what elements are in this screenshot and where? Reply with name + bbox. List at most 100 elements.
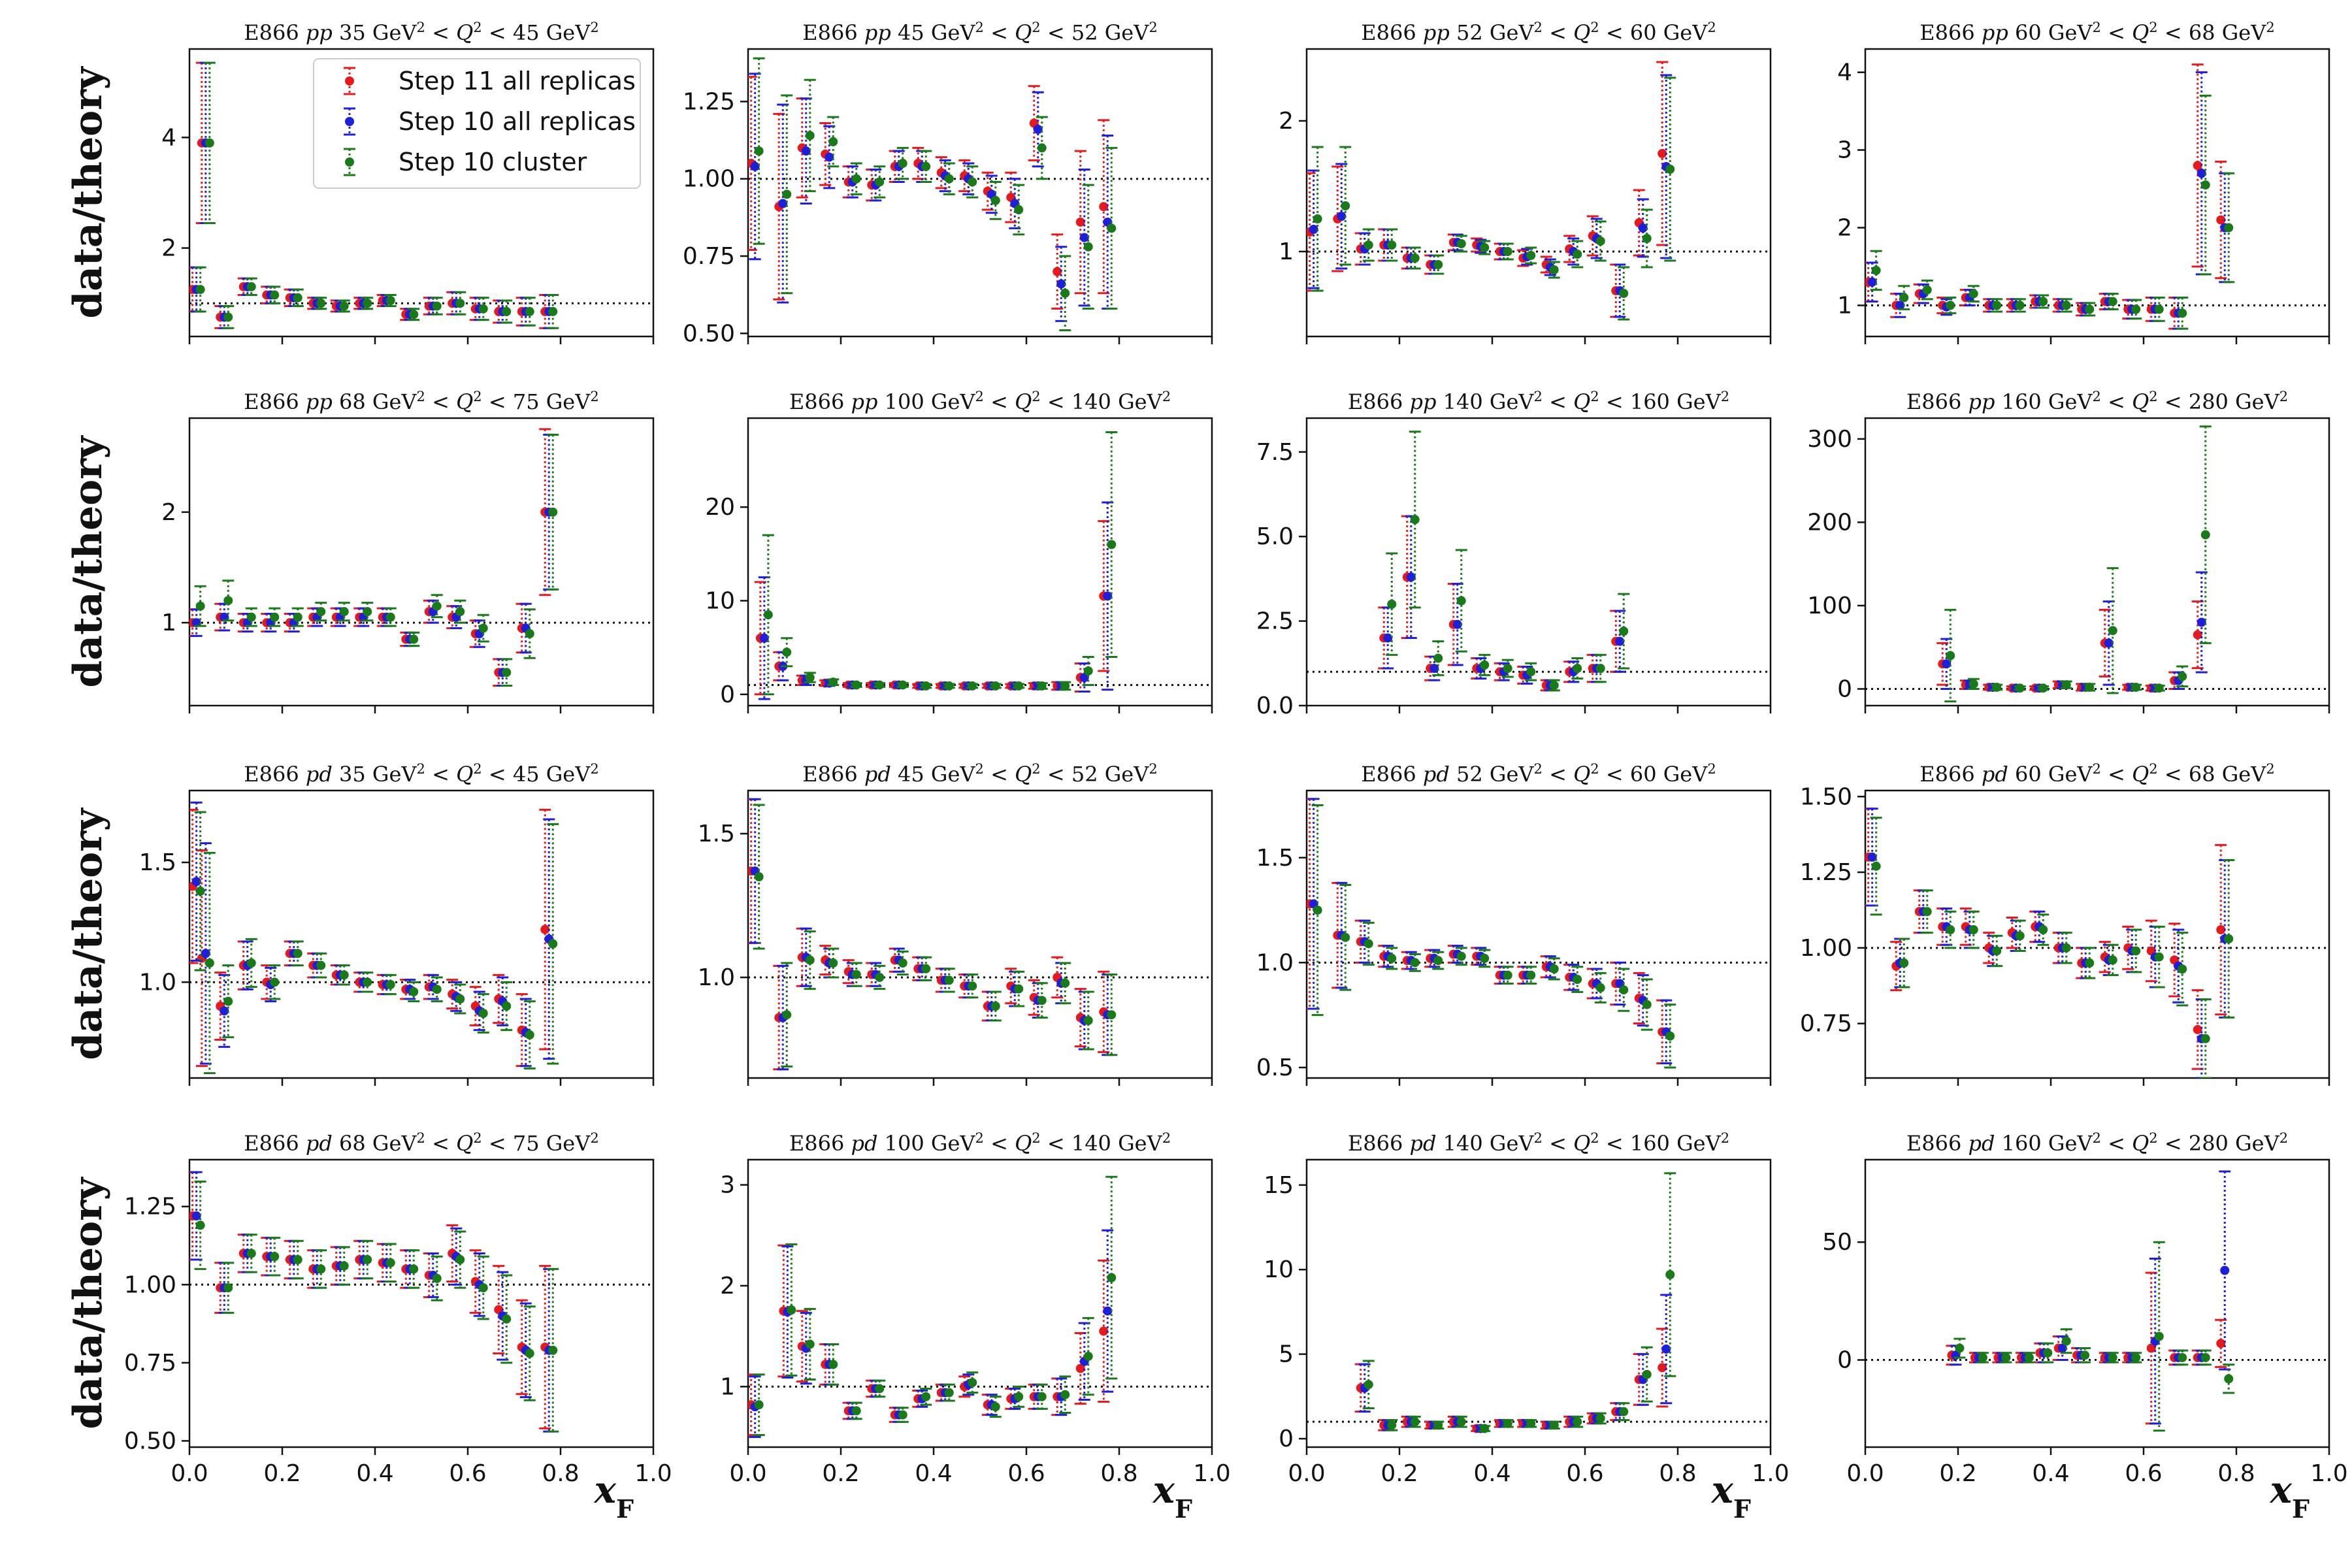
legend-marker-dot [345, 76, 354, 86]
data-point [1503, 1418, 1512, 1428]
y-tick-label: 4 [1837, 59, 1852, 86]
legend: Step 11 all replicas Step 10 all replicas… [313, 58, 641, 189]
data-point [1665, 1270, 1675, 1279]
panel-frame [188, 789, 655, 1079]
data-point [2057, 1343, 2067, 1353]
data-point [2061, 943, 2071, 953]
data-point [1410, 253, 1420, 263]
x-tick-label: 0.0 [1288, 1460, 1325, 1487]
legend-label: Step 10 cluster [399, 148, 587, 176]
series-1 [754, 520, 1110, 696]
data-point [293, 612, 302, 622]
data-point [548, 507, 558, 517]
panel-frame [1305, 1158, 1772, 1448]
data-point [1037, 996, 1047, 1005]
series-2 [1940, 571, 2208, 693]
data-points [1936, 425, 2212, 703]
data-point [2178, 308, 2187, 318]
data-point [1313, 906, 1322, 915]
data-point [1060, 1390, 1070, 1399]
data-point [1083, 1352, 1093, 1362]
data-point [2200, 530, 2210, 540]
data-point [921, 161, 931, 171]
legend-marker-dot [345, 117, 354, 126]
data-points [1307, 798, 1676, 1069]
y-tick-label: 2 [161, 499, 176, 526]
data-point [191, 877, 201, 887]
panel-frame [1305, 417, 1772, 707]
data-point [2178, 672, 2187, 681]
data-point [1060, 978, 1070, 988]
data-point [805, 131, 815, 140]
data-point [2061, 1336, 2071, 1346]
y-tick-label: 100 [1807, 593, 1852, 619]
series-1 [189, 1171, 551, 1429]
x-axis-labels: xF xF xF xF [594, 1469, 2310, 1524]
data-point [990, 1002, 1000, 1011]
legend-label: Step 11 all replicas [399, 67, 636, 95]
panel-title: E866 pp 52 GeV2 < Q2 < 60 GeV2 [1361, 20, 1716, 45]
data-point [478, 1009, 488, 1018]
y-tick-label: 1 [161, 610, 176, 636]
data-point [2216, 1339, 2226, 1348]
y-tick-label: 1.0 [698, 964, 735, 991]
series-3 [1870, 94, 2235, 330]
data-point [754, 1400, 764, 1410]
data-points [1378, 431, 1630, 692]
data-points [748, 57, 1118, 332]
data-point [1107, 540, 1117, 549]
data-point [363, 977, 372, 987]
x-tick-label: 1.0 [2310, 1460, 2347, 1487]
data-point [1107, 223, 1117, 233]
data-point [782, 1010, 792, 1020]
data-point [246, 958, 256, 968]
legend-box [313, 58, 641, 189]
data-point [201, 949, 210, 958]
data-point [1014, 1392, 1024, 1401]
data-point [2154, 304, 2164, 314]
data-point [1642, 1000, 1652, 1009]
data-point [432, 301, 442, 311]
data-point [1387, 599, 1397, 609]
data-point [455, 299, 465, 308]
data-point [1406, 572, 1416, 582]
data-point [805, 1339, 815, 1349]
data-point [1867, 852, 1877, 862]
data-point [204, 958, 214, 968]
data-point [191, 618, 201, 628]
data-point [990, 195, 1000, 205]
data-point [293, 949, 302, 958]
series-2 [190, 801, 555, 1068]
data-point [828, 1360, 838, 1369]
data-point [1337, 212, 1347, 221]
x-tick-label: 0.6 [2125, 1460, 2162, 1487]
data-points [1865, 808, 2235, 1078]
legend-entry: Step 10 cluster [344, 148, 587, 176]
panel-frame [188, 1158, 655, 1448]
x-tick-label: 0.4 [356, 1460, 393, 1487]
y-axis-label: data/theory [65, 1176, 111, 1429]
data-point [270, 1252, 280, 1262]
panel-title: E866 pd 35 GeV2 < Q2 < 45 GeV2 [244, 761, 598, 787]
y-tick-label: 200 [1807, 509, 1852, 536]
data-point [1083, 242, 1093, 252]
data-point [1658, 149, 1667, 158]
data-point [270, 977, 280, 987]
y-tick-label: 0 [720, 681, 735, 708]
panel-7: E866 pp 140 GeV2 < Q2 < 160 GeV2 0.0 2.5 5.… [1256, 389, 1772, 719]
data-point [1871, 265, 1881, 275]
data-point [2200, 180, 2210, 190]
y-tick-label: 1.5 [139, 849, 176, 876]
data-point [2224, 934, 2234, 943]
data-point [875, 1384, 885, 1394]
data-point [2108, 955, 2117, 965]
data-point [1638, 223, 1648, 233]
data-point [1619, 1407, 1629, 1416]
data-point [2200, 1352, 2210, 1362]
data-point [339, 301, 349, 311]
x-tick-label: 0.6 [449, 1460, 486, 1487]
y-tick-label: 3 [1837, 137, 1852, 164]
data-point [1103, 591, 1113, 601]
data-point [2131, 304, 2141, 314]
series-3 [1386, 431, 1630, 692]
